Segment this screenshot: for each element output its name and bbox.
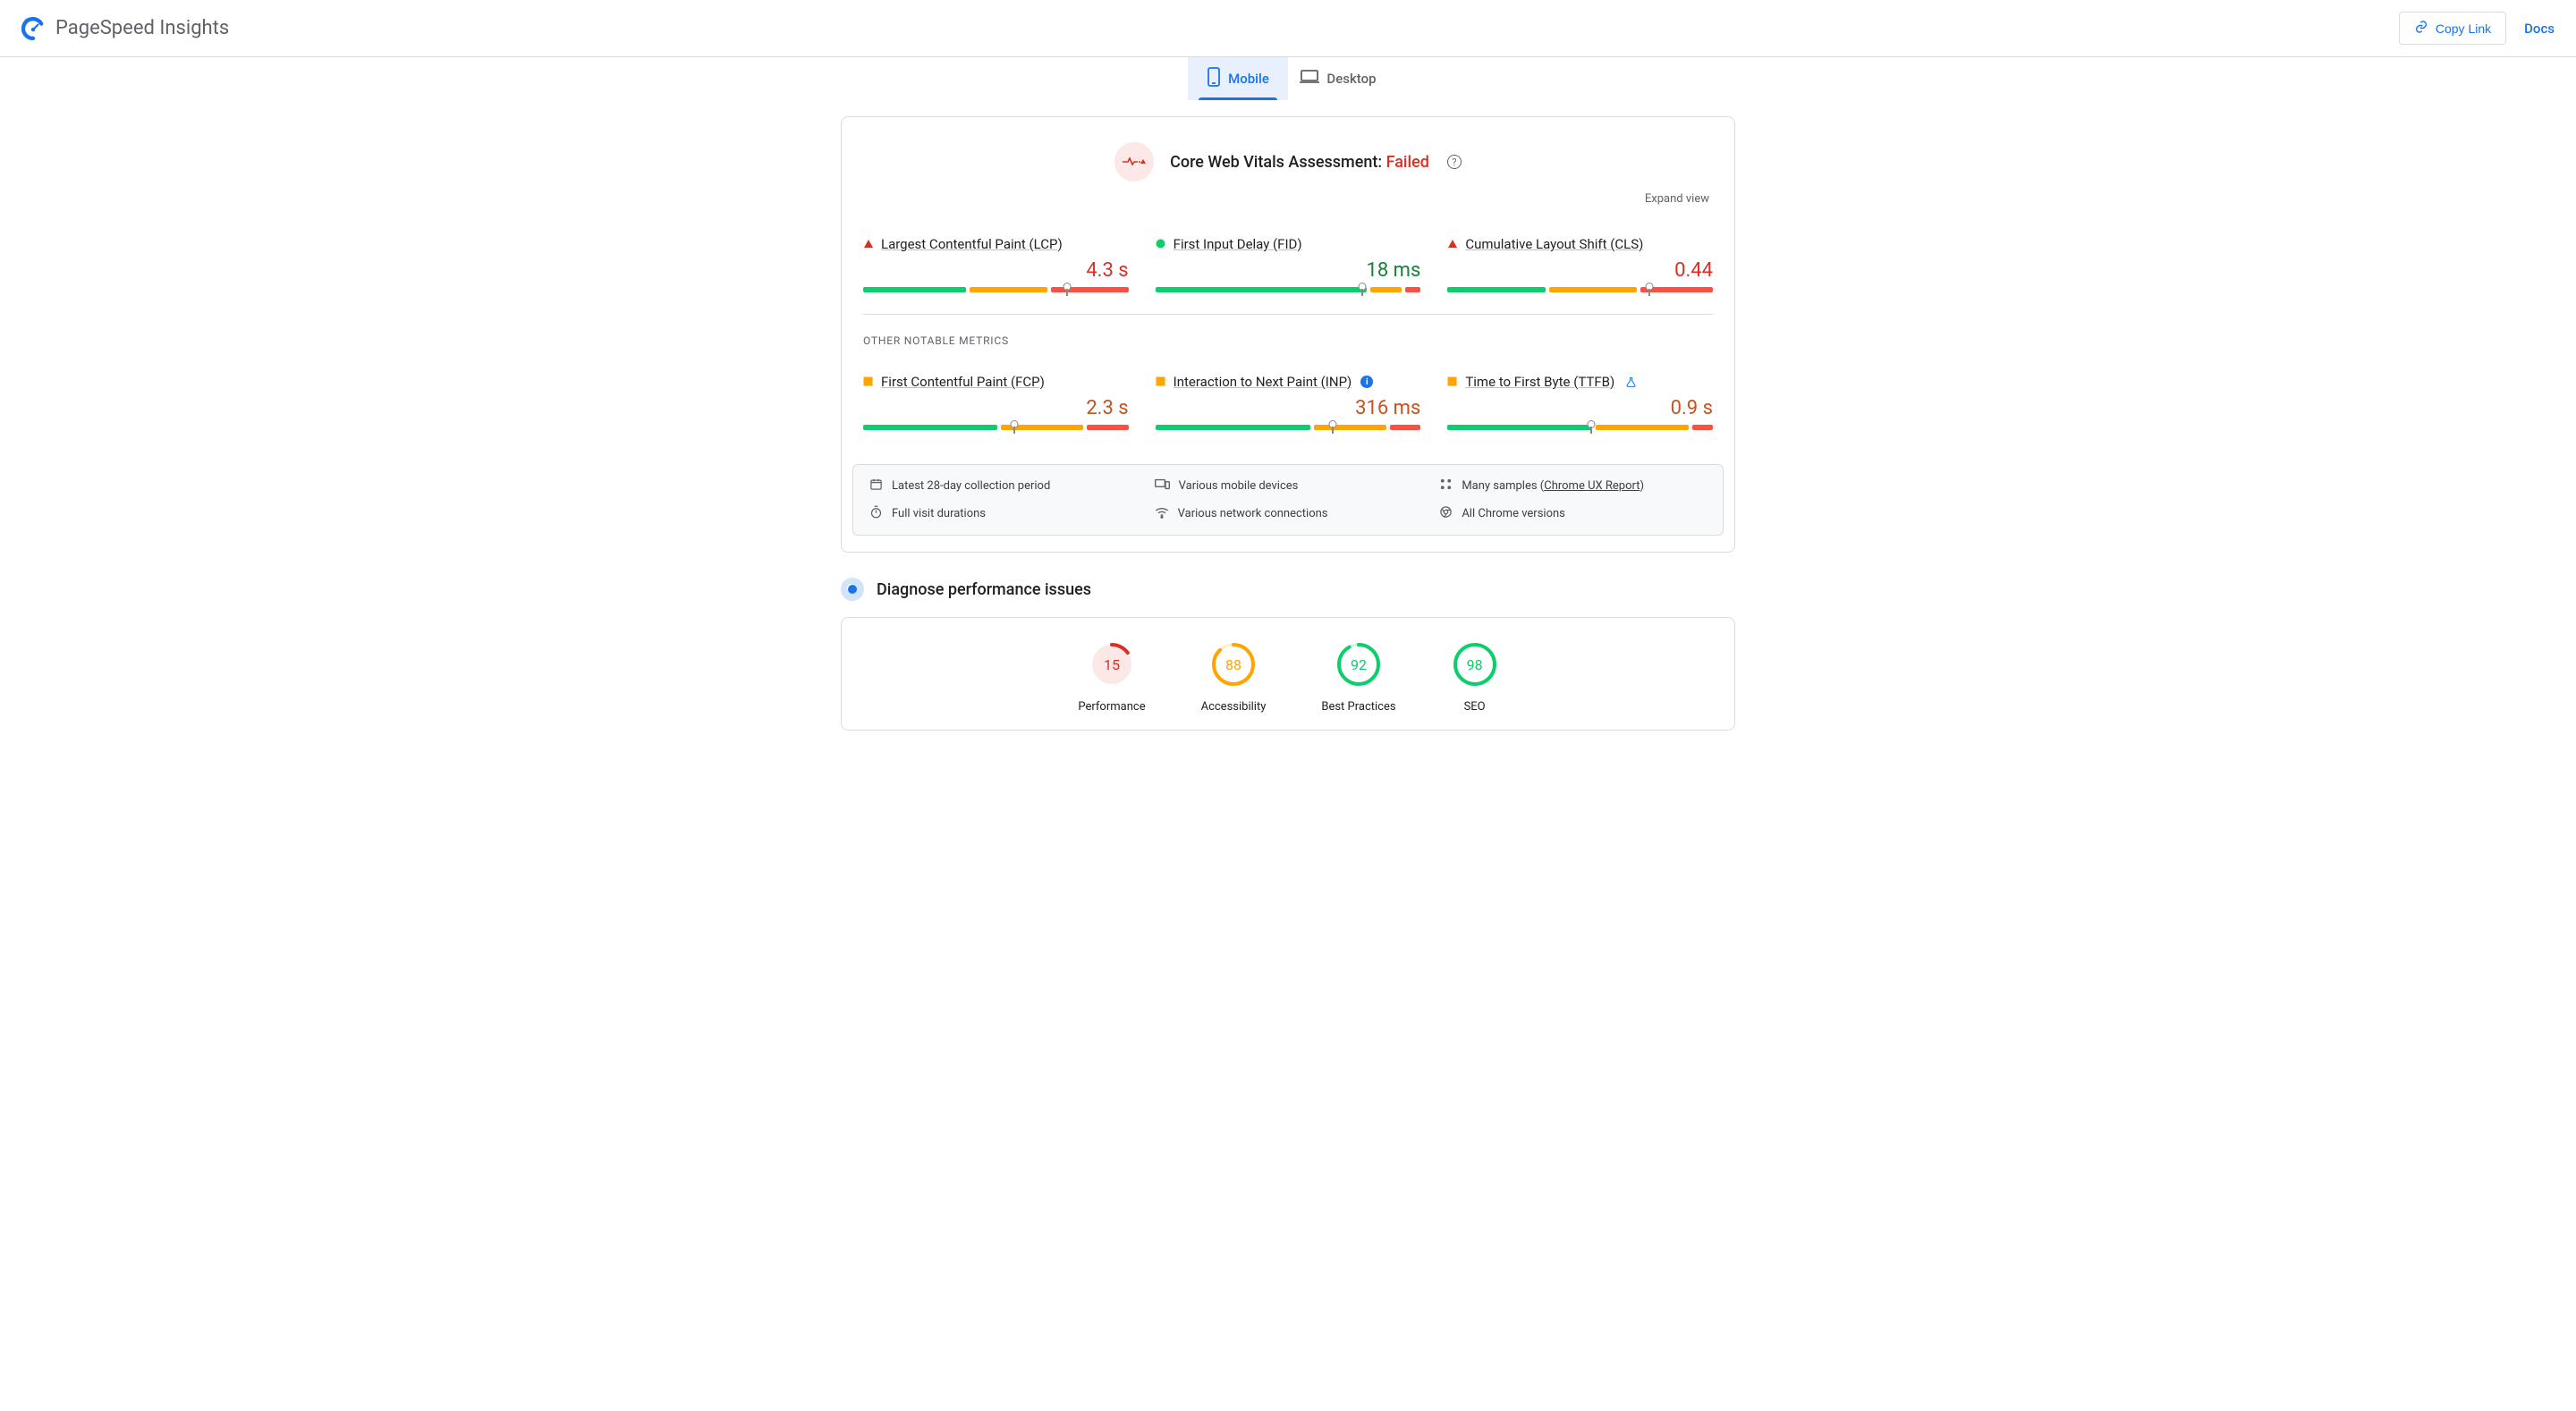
fid-value: 18 ms (1156, 259, 1421, 282)
gauge-performance[interactable]: 15 Performance (1078, 641, 1145, 714)
ttfb-status-icon (1447, 376, 1458, 387)
cls-distribution (1447, 287, 1713, 292)
cwv-status-text: Failed (1386, 153, 1429, 172)
other-metrics-heading: OTHER NOTABLE METRICS (842, 315, 1734, 351)
product-name: PageSpeed Insights (55, 17, 229, 39)
meta-devices: Various mobile devices (1155, 477, 1422, 494)
tab-desktop[interactable]: Desktop (1288, 57, 1388, 100)
ttfb-distribution (1447, 425, 1713, 430)
gauge-seo-score: 98 (1452, 641, 1498, 688)
docs-link[interactable]: Docs (2524, 21, 2555, 37)
chrome-icon (1439, 505, 1453, 522)
metric-fcp: First Contentful Paint (FCP) 2.3 s (863, 367, 1129, 452)
fcp-marker (1012, 420, 1017, 435)
ttfb-value: 0.9 s (1447, 397, 1713, 419)
cwv-title: Core Web Vitals Assessment: Failed (1170, 153, 1429, 172)
cls-marker (1647, 283, 1652, 297)
diagnose-title: Diagnose performance issues (877, 580, 1091, 599)
desktop-icon (1300, 69, 1319, 89)
cls-value: 0.44 (1447, 259, 1713, 282)
metric-fid: First Input Delay (FID) 18 ms (1156, 229, 1421, 314)
lighthouse-icon (841, 578, 864, 601)
mobile-icon (1207, 67, 1221, 90)
cwv-card: Core Web Vitals Assessment: Failed ? Exp… (841, 116, 1735, 553)
fcp-status-icon (863, 376, 874, 387)
help-icon[interactable]: ? (1447, 155, 1462, 169)
tab-mobile[interactable]: Mobile (1188, 57, 1288, 100)
crux-link[interactable]: Chrome UX Report (1544, 479, 1640, 493)
fid-marker (1360, 283, 1365, 297)
lcp-value: 4.3 s (863, 259, 1129, 282)
gauge-accessibility-label: Accessibility (1201, 700, 1267, 714)
inp-value: 316 ms (1156, 397, 1421, 419)
device-tabs: Mobile Desktop (0, 57, 2576, 100)
meta-network: Various network connections (1155, 505, 1422, 522)
cls-status-icon (1447, 239, 1458, 249)
fid-status-icon (1156, 239, 1166, 249)
cwv-title-prefix: Core Web Vitals Assessment: (1170, 153, 1386, 172)
tab-mobile-label: Mobile (1228, 71, 1269, 87)
experimental-icon (1625, 376, 1637, 388)
score-gauges: 15 Performance 88 Accessibility 92 Best … (842, 618, 1734, 730)
devices-icon (1155, 477, 1170, 494)
meta-period: Latest 28-day collection period (869, 477, 1137, 494)
gauge-accessibility[interactable]: 88 Accessibility (1201, 641, 1267, 714)
expand-view-link[interactable]: Expand view (1645, 192, 1709, 206)
diagnose-card: 15 Performance 88 Accessibility 92 Best … (841, 617, 1735, 731)
lcp-status-icon (863, 239, 874, 249)
meta-durations: Full visit durations (869, 505, 1137, 522)
inp-title[interactable]: Interaction to Next Paint (INP) (1174, 374, 1352, 390)
gauge-bestpractices-score: 92 (1335, 641, 1382, 688)
info-icon[interactable]: i (1360, 376, 1373, 388)
samples-icon (1439, 477, 1453, 494)
field-data-meta: Latest 28-day collection period Various … (852, 464, 1724, 536)
copy-link-label: Copy Link (2436, 21, 2491, 36)
diagnose-heading: Diagnose performance issues (841, 578, 1735, 601)
fcp-value: 2.3 s (863, 397, 1129, 419)
inp-marker (1330, 420, 1335, 435)
tab-desktop-label: Desktop (1326, 71, 1376, 87)
metric-cls: Cumulative Layout Shift (CLS) 0.44 (1447, 229, 1713, 314)
meta-chrome: All Chrome versions (1439, 505, 1707, 522)
core-metrics-grid: Largest Contentful Paint (LCP) 4.3 s Fir… (842, 213, 1734, 314)
lcp-marker (1064, 283, 1070, 297)
pagespeed-logo-icon (21, 17, 45, 40)
gauge-accessibility-score: 88 (1210, 641, 1257, 688)
fcp-distribution (863, 425, 1129, 430)
ttfb-marker (1589, 420, 1594, 435)
cls-title[interactable]: Cumulative Layout Shift (CLS) (1465, 236, 1643, 252)
meta-samples: Many samples (Chrome UX Report) (1439, 477, 1707, 494)
gauge-bestpractices-label: Best Practices (1321, 700, 1395, 714)
other-metrics-grid: First Contentful Paint (FCP) 2.3 s Inter… (842, 351, 1734, 452)
logo: PageSpeed Insights (21, 17, 229, 40)
wifi-icon (1155, 506, 1169, 522)
gauge-seo-label: SEO (1452, 700, 1498, 714)
inp-status-icon (1156, 376, 1166, 387)
fcp-title[interactable]: First Contentful Paint (FCP) (881, 374, 1045, 390)
fid-title[interactable]: First Input Delay (FID) (1174, 236, 1302, 252)
gauge-bestpractices[interactable]: 92 Best Practices (1321, 641, 1395, 714)
lcp-distribution (863, 287, 1129, 292)
metric-lcp: Largest Contentful Paint (LCP) 4.3 s (863, 229, 1129, 314)
ttfb-title[interactable]: Time to First Byte (TTFB) (1465, 374, 1614, 390)
calendar-icon (869, 477, 883, 494)
app-header: PageSpeed Insights Copy Link Docs (0, 0, 2576, 57)
stopwatch-icon (869, 505, 883, 522)
metric-ttfb: Time to First Byte (TTFB) 0.9 s (1447, 367, 1713, 452)
metric-inp: Interaction to Next Paint (INP) i 316 ms (1156, 367, 1421, 452)
link-icon (2414, 20, 2428, 37)
cwv-status-icon (1114, 142, 1154, 182)
inp-distribution (1156, 425, 1421, 430)
copy-link-button[interactable]: Copy Link (2399, 12, 2506, 45)
gauge-performance-label: Performance (1078, 700, 1145, 714)
gauge-seo[interactable]: 98 SEO (1452, 641, 1498, 714)
gauge-performance-score: 15 (1089, 641, 1135, 688)
lcp-title[interactable]: Largest Contentful Paint (LCP) (881, 236, 1063, 252)
fid-distribution (1156, 287, 1421, 292)
